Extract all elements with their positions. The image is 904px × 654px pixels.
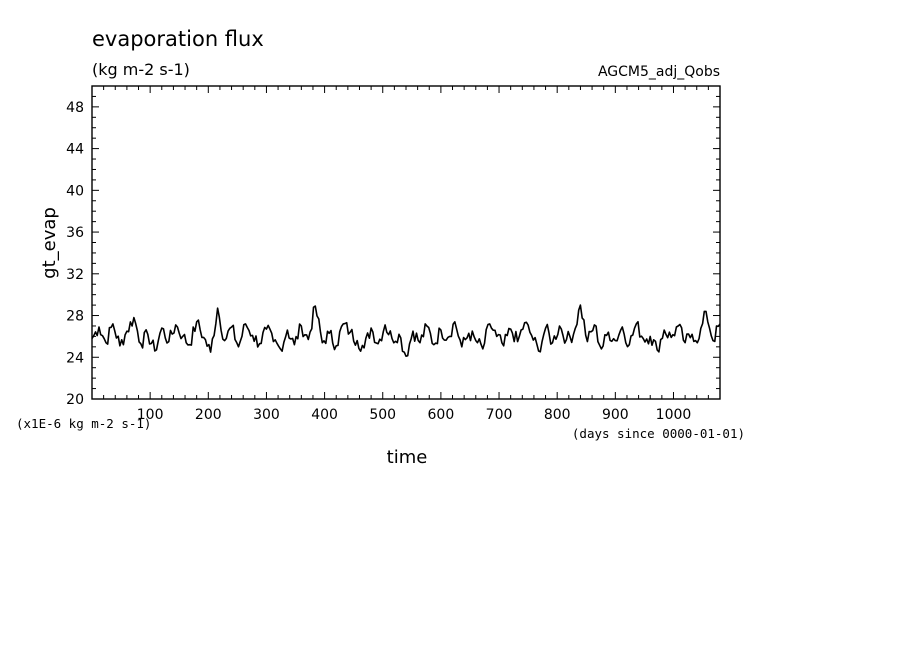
series-line (91, 304, 721, 357)
x-tick-label: 600 (428, 407, 455, 423)
x-tick-label: 100 (137, 407, 164, 423)
y-tick-label: 20 (66, 392, 84, 408)
y-tick-label: 40 (66, 183, 84, 199)
x-tick-label: 1000 (656, 407, 692, 423)
x-tick-label: 700 (486, 407, 513, 423)
x-tick-label: 800 (544, 407, 571, 423)
y-tick-label: 32 (66, 267, 84, 283)
y-tick-label: 24 (66, 350, 84, 366)
y-unit-note: (x1E-6 kg m-2 s-1) (16, 416, 151, 431)
x-tick-label: 500 (369, 407, 396, 423)
y-tick-label: 44 (66, 142, 84, 158)
run-label: AGCM5_adj_Qobs (598, 64, 720, 80)
x-tick-label: 200 (195, 407, 222, 423)
y-axis-label: gt_evap (39, 207, 60, 279)
x-tick-label: 900 (602, 407, 629, 423)
x-tick-label: 400 (311, 407, 338, 423)
axis-ticks (91, 85, 721, 400)
plot-frame (91, 85, 721, 400)
chart-title: evaporation flux (92, 27, 264, 51)
y-tick-labels: 20 24 28 32 36 40 44 48 (66, 100, 84, 408)
x-tick-labels: 100 200 300 400 500 600 700 800 900 1000 (137, 407, 692, 423)
x-tick-label: 300 (253, 407, 280, 423)
y-tick-label: 36 (66, 225, 84, 241)
y-tick-label: 48 (66, 100, 84, 116)
x-unit-note: (days since 0000-01-01) (572, 426, 745, 441)
x-axis-label: time (387, 447, 428, 468)
chart-subtitle: (kg m-2 s-1) (92, 60, 190, 79)
y-tick-label: 28 (66, 309, 84, 325)
